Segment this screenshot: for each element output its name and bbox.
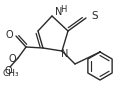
Text: O: O xyxy=(4,66,12,76)
Text: S: S xyxy=(91,11,98,21)
Text: CH₃: CH₃ xyxy=(3,70,19,78)
Text: N: N xyxy=(61,49,69,59)
Text: H: H xyxy=(61,4,67,13)
Text: N: N xyxy=(55,7,62,17)
Text: O: O xyxy=(5,30,13,40)
Text: O: O xyxy=(8,54,16,64)
